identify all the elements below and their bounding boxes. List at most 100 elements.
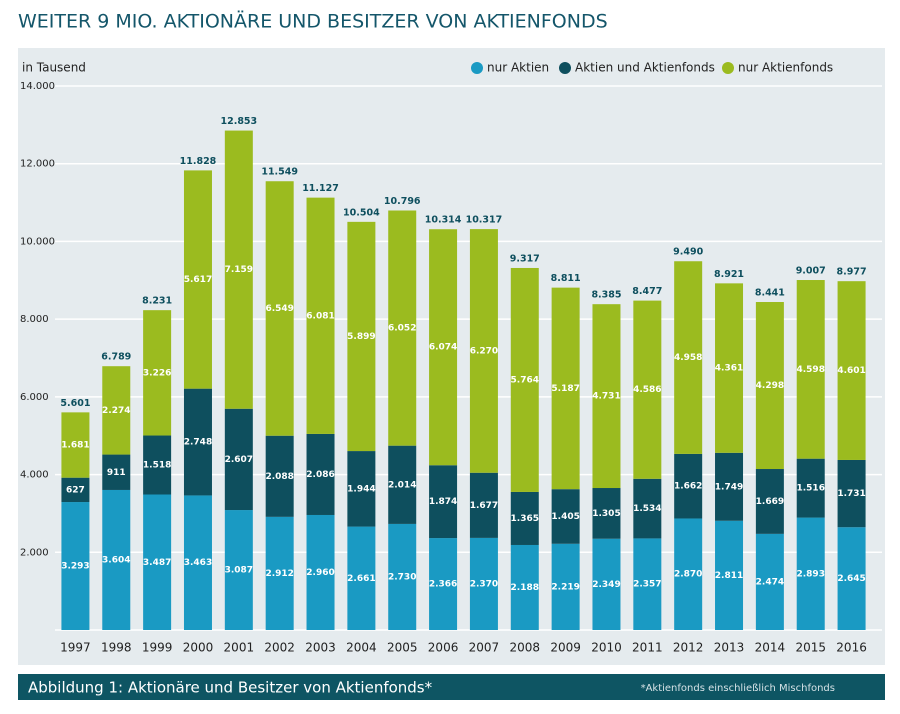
total-label: 8.441 bbox=[755, 288, 785, 299]
value-label: 2.645 bbox=[837, 574, 865, 584]
value-label: 1.365 bbox=[511, 514, 539, 524]
bar-segment bbox=[796, 280, 825, 459]
value-label: 627 bbox=[66, 485, 85, 495]
bar-segment bbox=[796, 517, 825, 630]
x-tick-label: 2012 bbox=[673, 641, 704, 655]
value-label: 1.662 bbox=[674, 482, 702, 492]
total-label: 11.549 bbox=[261, 167, 298, 178]
x-tick-label: 1998 bbox=[101, 641, 132, 655]
bar-segment bbox=[224, 510, 253, 630]
x-tick-label: 2009 bbox=[550, 641, 581, 655]
value-label: 2.088 bbox=[265, 472, 293, 482]
x-tick-label: 2001 bbox=[224, 641, 255, 655]
bar-segment bbox=[183, 170, 212, 389]
legend-label: nur Aktien bbox=[487, 61, 549, 75]
value-label: 3.293 bbox=[61, 562, 89, 572]
caption-bar bbox=[18, 674, 885, 700]
footnote: *Aktienfonds einschließlich Mischfonds bbox=[641, 683, 835, 694]
x-tick-label: 2007 bbox=[469, 641, 500, 655]
y-axis-label: in Tausend bbox=[22, 61, 86, 75]
value-label: 1.534 bbox=[633, 504, 661, 514]
y-tick-label: 2.000 bbox=[20, 547, 49, 558]
x-tick-label: 2006 bbox=[428, 641, 459, 655]
bar-segment bbox=[388, 523, 417, 630]
total-label: 11.127 bbox=[302, 183, 339, 194]
total-label: 10.504 bbox=[343, 207, 380, 218]
x-tick-label: 2004 bbox=[346, 641, 377, 655]
value-label: 3.463 bbox=[184, 558, 212, 568]
bar-segment bbox=[469, 537, 498, 630]
x-tick-label: 2002 bbox=[264, 641, 295, 655]
value-label: 3.226 bbox=[143, 368, 171, 378]
value-label: 1.874 bbox=[429, 497, 457, 507]
legend-label: nur Aktienfonds bbox=[738, 61, 833, 75]
value-label: 3.087 bbox=[225, 566, 253, 576]
bar-segment bbox=[265, 181, 294, 436]
value-label: 1.731 bbox=[837, 489, 865, 499]
value-label: 2.274 bbox=[102, 406, 130, 416]
value-label: 2.870 bbox=[674, 570, 702, 580]
bar-segment bbox=[429, 538, 458, 630]
value-label: 6.052 bbox=[388, 324, 416, 334]
value-label: 2.086 bbox=[306, 470, 334, 480]
value-label: 5.764 bbox=[511, 375, 539, 385]
bar-segment bbox=[592, 538, 621, 630]
bar-segment bbox=[306, 433, 335, 515]
bar-segment bbox=[755, 469, 784, 534]
x-tick-label: 2003 bbox=[305, 641, 336, 655]
bar-segment bbox=[183, 388, 212, 496]
bar-segment bbox=[347, 526, 376, 630]
y-tick-label: 4.000 bbox=[20, 470, 49, 481]
bar-segment bbox=[102, 454, 131, 490]
bar-segment bbox=[388, 445, 417, 524]
value-label: 2.912 bbox=[265, 569, 293, 579]
bar-segment bbox=[306, 514, 335, 630]
bar-segment bbox=[183, 495, 212, 630]
bar-segment bbox=[102, 366, 131, 455]
value-label: 6.270 bbox=[470, 346, 498, 356]
value-label: 2.811 bbox=[715, 571, 743, 581]
value-label: 2.893 bbox=[796, 569, 824, 579]
bar-segment bbox=[224, 130, 253, 409]
bar-segment bbox=[388, 210, 417, 446]
value-label: 2.474 bbox=[756, 577, 784, 587]
bar-segment bbox=[429, 465, 458, 539]
bar-segment bbox=[674, 518, 703, 630]
y-tick-label: 14.000 bbox=[20, 81, 55, 92]
value-label: 5.617 bbox=[184, 275, 212, 285]
value-label: 2.960 bbox=[306, 568, 334, 578]
value-label: 4.361 bbox=[715, 364, 743, 374]
bar-segment bbox=[143, 310, 172, 436]
bar-segment bbox=[265, 435, 294, 517]
caption: Abbildung 1: Aktionäre und Besitzer von … bbox=[28, 679, 433, 697]
value-label: 2.748 bbox=[184, 438, 212, 448]
legend-swatch bbox=[722, 62, 734, 74]
total-label: 10.314 bbox=[425, 215, 462, 226]
bar-segment bbox=[143, 435, 172, 495]
total-label: 5.601 bbox=[60, 398, 90, 409]
bar-segment bbox=[837, 281, 866, 460]
value-label: 1.405 bbox=[551, 512, 579, 522]
x-tick-label: 1999 bbox=[142, 641, 173, 655]
value-label: 6.081 bbox=[306, 311, 334, 321]
value-label: 5.899 bbox=[347, 332, 375, 342]
value-label: 911 bbox=[107, 468, 126, 478]
value-label: 1.516 bbox=[796, 484, 824, 494]
bar-segment bbox=[551, 543, 580, 630]
bar-segment bbox=[224, 408, 253, 511]
value-label: 4.731 bbox=[592, 392, 620, 402]
legend-swatch bbox=[471, 62, 483, 74]
bar-segment bbox=[674, 261, 703, 454]
total-label: 8.811 bbox=[551, 273, 581, 284]
value-label: 4.958 bbox=[674, 353, 702, 363]
value-label: 4.298 bbox=[756, 381, 784, 391]
value-label: 1.944 bbox=[347, 484, 375, 494]
bar-segment bbox=[715, 452, 744, 521]
bar-segment bbox=[633, 300, 662, 479]
value-label: 7.159 bbox=[225, 265, 253, 275]
total-label: 8.231 bbox=[142, 296, 172, 307]
total-label: 9.490 bbox=[673, 247, 703, 258]
bar-segment bbox=[306, 197, 335, 434]
total-label: 10.317 bbox=[466, 215, 503, 226]
total-label: 8.477 bbox=[632, 286, 662, 297]
